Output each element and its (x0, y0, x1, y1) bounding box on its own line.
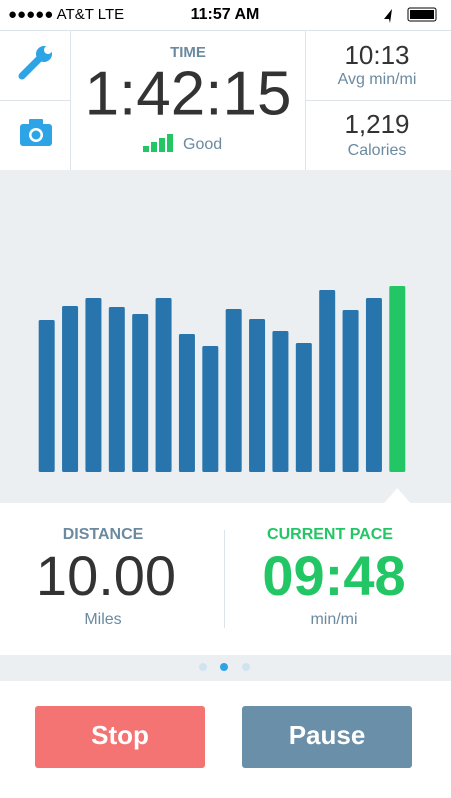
stop-button[interactable]: Stop (35, 706, 205, 768)
pause-button-bg[interactable] (242, 706, 412, 768)
page-dot[interactable] (242, 663, 250, 671)
battery-level (410, 10, 434, 19)
distance-unit: Miles (84, 611, 121, 628)
split-bar (365, 298, 382, 472)
page-dot[interactable] (199, 663, 207, 671)
split-bar (62, 306, 79, 472)
split-bar (202, 346, 219, 472)
stop-button-bg[interactable] (35, 706, 205, 768)
battery (407, 7, 437, 22)
split-bar (249, 319, 266, 472)
camera-top[interactable] (29, 119, 43, 125)
avg-pace-label: Avg min/mi (338, 71, 417, 88)
stats-panel (0, 503, 451, 655)
pause-label[interactable]: Pause (289, 720, 366, 750)
signal-bar (143, 146, 149, 152)
split-bar (272, 331, 289, 472)
clock: 11:57 AM (191, 6, 260, 23)
location-icon (384, 9, 392, 23)
current-pace-value: 09:48 (262, 544, 405, 607)
split-bar (178, 334, 195, 472)
signal-bar (159, 138, 165, 152)
calories-value: 1,219 (344, 109, 409, 139)
splits-chart (38, 286, 406, 472)
signal-label: Good (183, 136, 222, 153)
wrench-icon[interactable] (18, 54, 44, 80)
split-bar (389, 286, 406, 472)
split-bar (225, 309, 242, 472)
camera-button[interactable] (20, 119, 52, 146)
split-bar (85, 298, 102, 472)
wrench-jaw[interactable] (44, 46, 52, 54)
page-dot[interactable] (220, 663, 228, 671)
calories-label: Calories (348, 142, 407, 159)
distance-value: 10.00 (36, 544, 176, 607)
settings-button[interactable] (18, 46, 52, 80)
split-bar (132, 314, 149, 472)
distance-label: DISTANCE (63, 526, 144, 543)
current-pace-label: CURRENT PACE (267, 526, 393, 543)
signal-bar (151, 142, 157, 152)
avg-pace-value: 10:13 (344, 40, 409, 70)
split-bar (342, 310, 359, 472)
split-bar (108, 307, 125, 472)
current-pace-unit: min/mi (310, 611, 357, 628)
split-bar (155, 298, 172, 472)
split-bar (38, 320, 55, 472)
split-bar (319, 290, 336, 472)
camera-lens-inner[interactable] (31, 130, 41, 140)
current-split-pointer (383, 488, 412, 504)
time-value: 1:42:15 (85, 59, 292, 128)
time-label: TIME (170, 44, 206, 61)
carrier: ●●●●● AT&T LTE (8, 6, 124, 23)
split-bar (295, 343, 312, 472)
signal-bar (167, 134, 173, 152)
stop-label[interactable]: Stop (91, 720, 149, 750)
pause-button[interactable]: Pause (242, 706, 412, 768)
